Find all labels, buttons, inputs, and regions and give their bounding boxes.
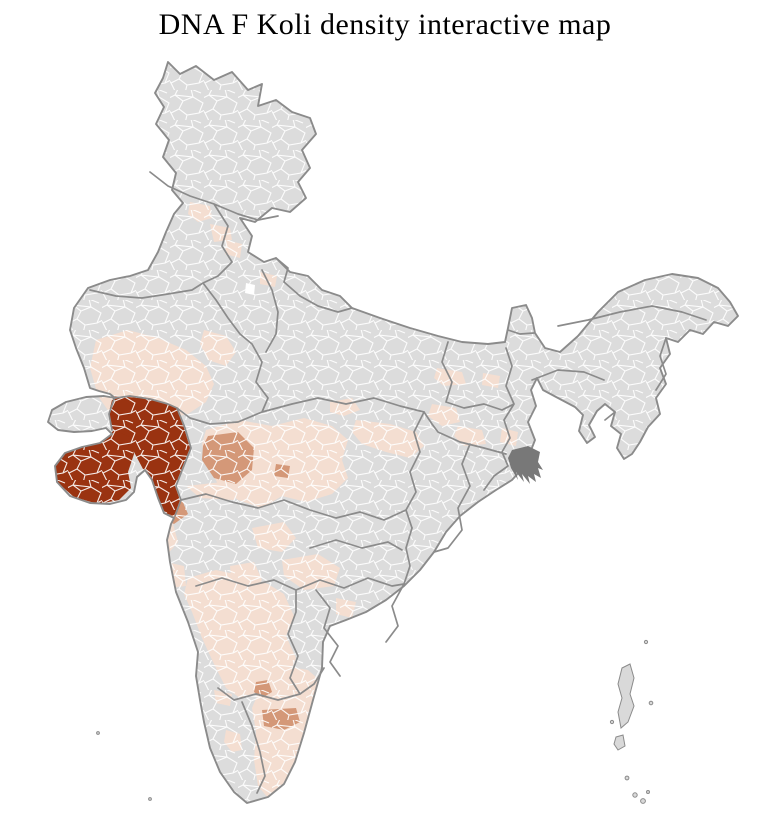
lakshadweep-islands	[96, 731, 152, 801]
island-dot	[643, 639, 649, 645]
island-dot	[648, 700, 654, 706]
island-dot	[96, 731, 100, 735]
island-dot	[609, 719, 615, 725]
state-borders-south	[180, 493, 413, 794]
island-dot	[640, 798, 646, 804]
region-sundarbans-delta	[508, 446, 543, 484]
island-dot	[148, 797, 152, 801]
island-dot	[646, 790, 650, 794]
region-delhi-district[interactable]	[245, 283, 255, 295]
andaman-south-island	[613, 734, 626, 751]
island-dot	[632, 792, 638, 798]
andaman-main-island	[617, 663, 635, 729]
island-dot	[624, 775, 630, 781]
state-borders-north	[89, 171, 425, 517]
andaman-nicobar-islands	[609, 639, 654, 804]
page-title: DNA F Koli density interactive map	[158, 8, 612, 41]
region-madhya-pradesh-medium-dot[interactable]	[274, 464, 290, 478]
